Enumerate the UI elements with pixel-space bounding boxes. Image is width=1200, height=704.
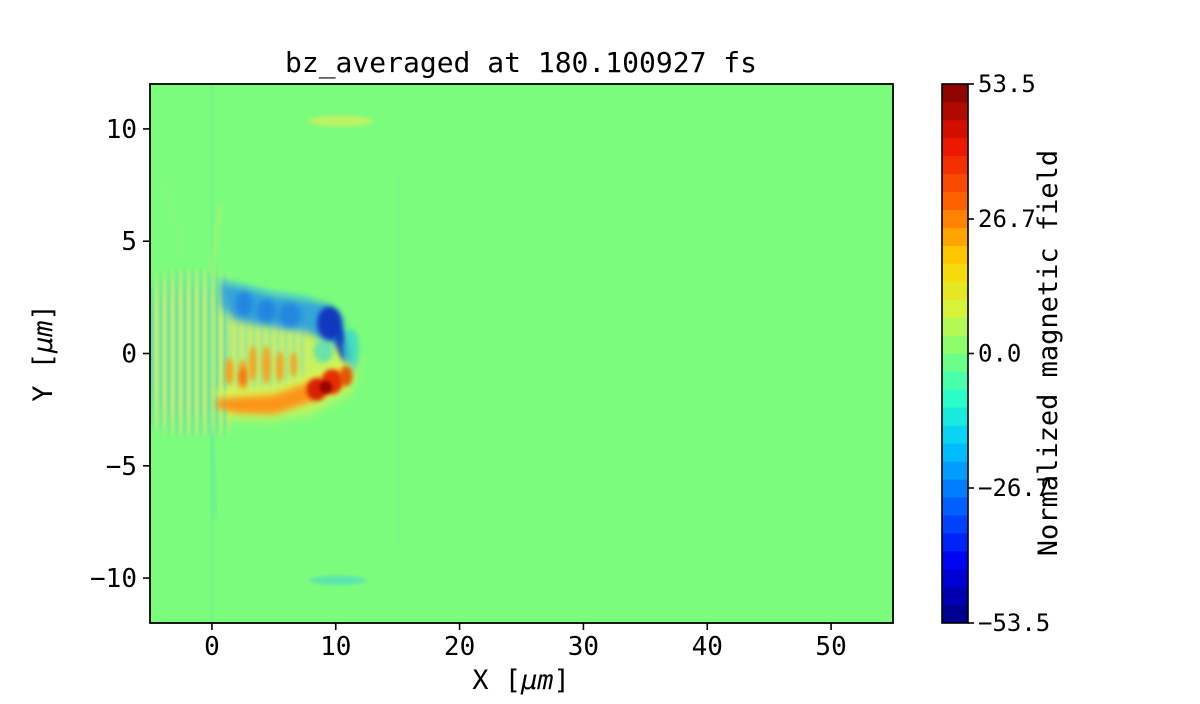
y-tick-label: 10	[106, 115, 137, 145]
x-tick-label: 0	[204, 632, 220, 662]
colorbar-segment	[942, 443, 968, 462]
x-tick-label: 10	[320, 632, 351, 662]
colorbar-label: Normalized magnetic field	[1033, 150, 1064, 556]
colorbar-segment	[942, 389, 968, 408]
colorbar-segment	[942, 137, 968, 157]
colorbar-segment	[942, 119, 968, 139]
x-tick-label: 30	[568, 632, 599, 662]
colorbar-segment	[942, 173, 968, 193]
feature-red-blob-mid	[239, 368, 247, 387]
feature-red-core-dark	[319, 380, 333, 394]
plot-title: bz_averaged at 180.100927 fs	[285, 46, 757, 80]
colorbar-ticks: 53.5 26.7 0.0 −26.7 −53.5	[968, 70, 1050, 637]
heatmap-features	[150, 84, 400, 623]
y-tick-label: −10	[90, 564, 137, 594]
x-axis: 0 10 20 30 40 50	[204, 623, 847, 662]
colorbar-segment	[942, 478, 968, 498]
y-axis-label: Y [μm]	[28, 304, 59, 402]
colorbar-segment	[942, 83, 968, 103]
feature-cyan-pocket	[313, 340, 334, 363]
feature-orange-blob-4	[262, 345, 271, 384]
feature-faint-line-x15	[397, 173, 400, 545]
y-tick-label: 5	[121, 227, 137, 257]
colorbar-segment	[942, 227, 968, 246]
feature-cyan-top-fringe	[218, 278, 313, 300]
colorbar-segment	[942, 191, 968, 211]
colorbar-segment	[942, 299, 968, 318]
colorbar-segment	[942, 550, 968, 570]
colorbar-segment	[942, 263, 968, 282]
colorbar-segment	[942, 407, 968, 426]
colorbar-segment	[942, 155, 968, 175]
colorbar-segment	[942, 317, 968, 336]
colorbar-tick-label: 53.5	[978, 70, 1036, 98]
x-tick-label: 20	[444, 632, 475, 662]
colorbar-tick-label: −26.7	[978, 474, 1050, 502]
colorbar-segment	[942, 335, 968, 354]
colorbar-segment	[942, 604, 968, 624]
colorbar-segment	[942, 496, 968, 516]
colorbar-tick-label: 0.0	[978, 340, 1021, 368]
colorbar-segment	[942, 281, 968, 300]
colorbar-tick-label: −53.5	[978, 609, 1050, 637]
colorbar-segment	[942, 353, 968, 372]
x-tick-label: 40	[692, 632, 723, 662]
colorbar	[942, 83, 968, 624]
colorbar-tick-label: 26.7	[978, 205, 1036, 233]
feature-axis-line-x0	[210, 84, 213, 623]
colorbar-segment	[942, 514, 968, 534]
feature-orange-blob-1	[224, 357, 234, 385]
feature-orange-blob-3	[249, 345, 257, 382]
feature-red-tip	[340, 365, 353, 387]
feature-lower-wisp	[210, 430, 217, 519]
feature-blue-patch-2	[256, 299, 277, 323]
y-axis: 10 5 0 −5 −10	[90, 115, 150, 594]
colorbar-segment	[942, 461, 968, 480]
feature-blue-patch-1	[235, 291, 253, 317]
feature-bottom-streak	[309, 575, 367, 585]
colorbar-segment	[942, 532, 968, 552]
feature-orange-blob-6	[290, 352, 298, 378]
feature-orange-blob-5	[276, 351, 284, 383]
colorbar-segment	[942, 101, 968, 121]
feature-upper-wisp	[208, 203, 223, 275]
feature-blue-patch-3	[278, 302, 302, 328]
colorbar-segment	[942, 209, 968, 229]
colorbar-segment	[942, 568, 968, 588]
colorbar-segment	[942, 245, 968, 264]
x-axis-label: X [μm]	[472, 665, 570, 696]
x-tick-label: 50	[815, 632, 846, 662]
feature-orange-band-halo	[214, 360, 356, 408]
colorbar-segment	[942, 371, 968, 390]
feature-top-streak	[308, 115, 373, 127]
colorbar-segment	[942, 425, 968, 444]
y-tick-label: 0	[121, 340, 137, 370]
y-tick-label: −5	[106, 452, 137, 482]
feature-upper-left-wisp	[163, 181, 185, 257]
colorbar-segment	[942, 586, 968, 606]
